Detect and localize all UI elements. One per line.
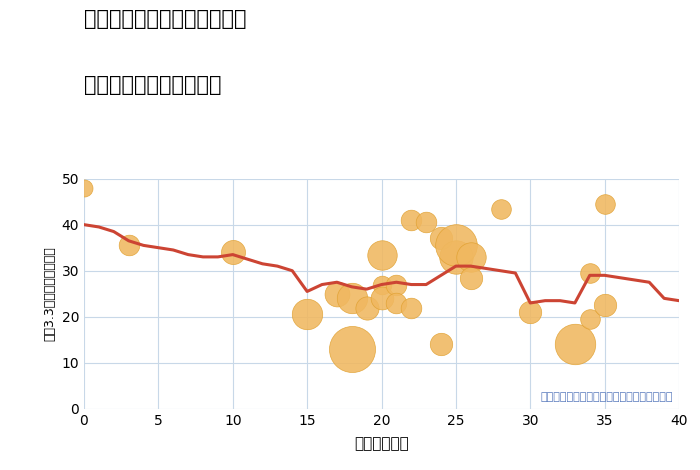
Point — [376, 251, 387, 258]
Point — [227, 249, 238, 256]
Point — [495, 205, 506, 212]
Point — [406, 304, 417, 311]
Point — [599, 200, 610, 208]
Text: 築年数別中古戸建て価格: 築年数別中古戸建て価格 — [84, 75, 221, 95]
Text: 三重県津市安濃町田端上野の: 三重県津市安濃町田端上野の — [84, 9, 246, 30]
Point — [406, 216, 417, 224]
Point — [421, 219, 432, 226]
X-axis label: 築年数（年）: 築年数（年） — [354, 436, 409, 451]
Point — [302, 311, 313, 318]
Point — [584, 315, 595, 323]
Point — [435, 235, 447, 242]
Point — [569, 341, 580, 348]
Point — [346, 295, 357, 302]
Point — [435, 341, 447, 348]
Y-axis label: 平（3.3㎡）単価（万円）: 平（3.3㎡）単価（万円） — [43, 246, 56, 341]
Point — [525, 308, 536, 316]
Point — [465, 253, 476, 261]
Text: 円の大きさは、取引のあった物件面積を示す: 円の大きさは、取引のあった物件面積を示す — [540, 392, 673, 402]
Point — [331, 290, 342, 298]
Point — [123, 242, 134, 249]
Point — [450, 253, 461, 261]
Point — [376, 295, 387, 302]
Point — [376, 281, 387, 288]
Point — [346, 345, 357, 353]
Point — [78, 184, 90, 192]
Point — [391, 281, 402, 288]
Point — [361, 304, 372, 311]
Point — [450, 242, 461, 249]
Point — [391, 299, 402, 307]
Point — [465, 274, 476, 282]
Point — [599, 302, 610, 309]
Point — [584, 269, 595, 277]
